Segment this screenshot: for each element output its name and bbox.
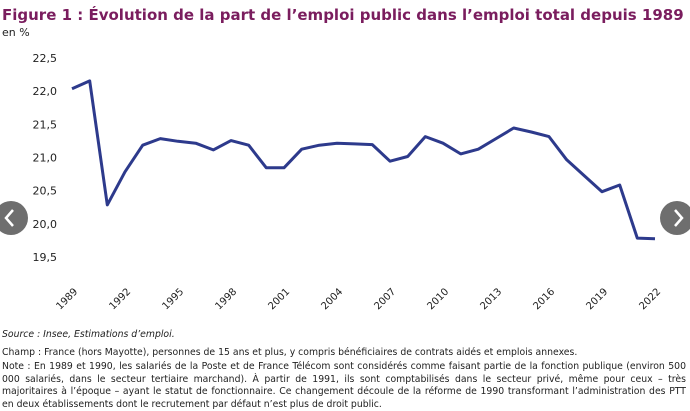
x-tick-label: 2001 [266,286,292,312]
x-tick-label: 2013 [478,286,504,312]
note: Note : En 1989 et 1990, les salariés de … [2,361,686,410]
scope-note: Champ : France (hors Mayotte), personnes… [2,347,578,358]
x-tick-label: 2022 [637,286,663,312]
x-tick-label: 2019 [584,286,610,312]
y-tick-label: 20,0 [33,218,58,231]
next-button[interactable] [660,201,690,235]
chart: 19,5 20,0 20,5 21,0 21,5 22,0 22,5 1989 1992 1995… [33,52,664,312]
y-tick-label: 19,5 [33,251,58,264]
y-tick-label: 21,5 [33,118,58,131]
next-icon [674,209,684,227]
x-tick-label: 2010 [425,286,451,312]
previous-icon [4,209,14,227]
y-tick-label: 22,0 [33,85,58,98]
x-tick-label: 1998 [213,286,239,312]
source: Source : Insee, Estimations d’emploi. [2,329,175,340]
previous-button[interactable] [0,201,28,235]
x-tick-label: 1992 [107,286,133,312]
line [71,79,656,241]
x-tick-label: 2007 [372,286,398,312]
y-unit: en % [2,26,30,39]
chart-title: Figure 1 : Évolution de la part de l’emp… [2,6,684,24]
x-tick-label: 2004 [319,286,345,312]
x-tick-label: 1995 [160,286,186,312]
y-tick-label: 22,5 [33,52,58,65]
y-tick-label: 20,5 [33,185,58,198]
x-tick-label: 1989 [54,286,80,312]
x-tick-label: 2016 [531,286,557,312]
y-tick-label: 21,0 [33,152,58,165]
